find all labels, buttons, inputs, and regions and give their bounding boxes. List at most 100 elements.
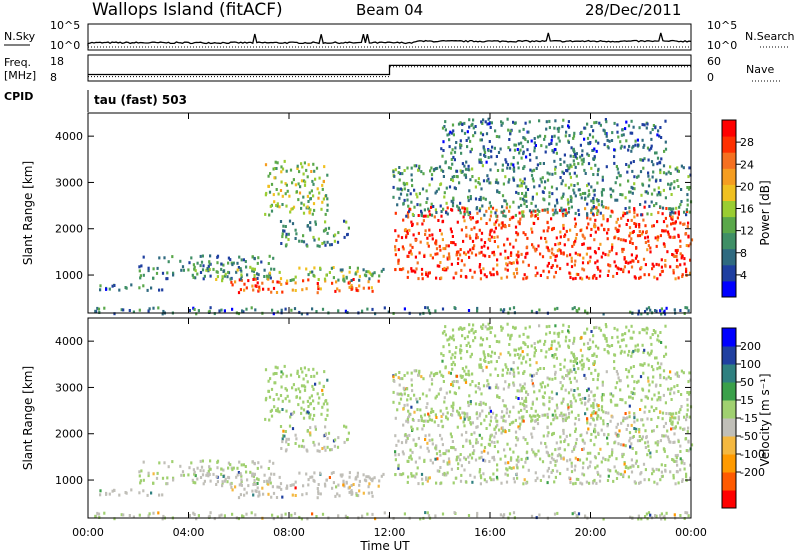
scatter-cell [572,188,575,192]
scatter-cell [631,191,634,195]
scatter-cell [207,474,210,478]
scatter-cell [597,404,600,408]
scatter-cell [490,149,493,153]
scatter-cell [315,166,319,170]
scatter-cell [556,469,559,473]
scatter-cell [194,481,197,485]
scatter-cell [327,431,331,435]
scatter-cell [378,479,381,483]
scatter-cell [678,205,681,209]
scatter-cell [283,229,286,233]
scatter-cell [422,219,425,223]
scatter-cell [664,259,667,262]
scatter-cell [587,359,590,362]
scatter-cell [208,465,211,469]
scatter-cell [489,331,492,334]
scatter-cell [552,431,555,435]
scatter-cell [142,489,145,493]
scatter-cell [629,310,632,314]
scatter-cell [646,351,650,355]
scatter-cell [188,309,191,312]
scatter-cell [574,222,577,226]
scatter-cell [501,224,504,228]
scatter-cell [581,472,584,476]
scatter-cell [469,197,472,201]
scatter-cell [374,312,377,316]
scatter-cell [512,420,515,424]
scatter-cell [676,470,679,474]
scatter-cell [633,209,636,212]
scatter-cell [467,341,470,345]
scatter-cell [524,191,528,195]
scatter-cell [666,250,669,254]
scatter-cell [445,244,448,248]
scatter-cell [240,480,243,484]
scatter-cell [619,443,623,447]
scatter-cell [560,456,563,460]
scatter-cell [430,202,433,206]
scatter-cell [647,273,651,277]
scatter-cell [197,514,200,518]
scatter-cell [152,306,155,310]
scatter-cell [602,419,605,423]
x-tick-label: 00:00 [72,526,104,539]
beam-title: Beam 04 [356,1,423,19]
scatter-cell [553,211,556,215]
scatter-cell [394,416,397,420]
scatter-cell [553,364,556,368]
scatter-cell [686,193,689,197]
scatter-cell [451,380,454,384]
scatter-cell [672,416,675,420]
scatter-cell [546,264,549,268]
scatter-cell [584,377,587,380]
scatter-cell [556,249,559,253]
scatter-cell [669,417,672,421]
scatter-cell [524,194,527,198]
scatter-cell [406,398,409,402]
scatter-cell [103,306,106,310]
scatter-cell [554,409,557,413]
scatter-cell [459,374,462,378]
colorbar-segment [722,152,736,169]
scatter-cell [455,346,458,349]
scatter-cell [497,245,500,249]
scatter-cell [647,174,650,178]
scatter-cell [517,347,520,351]
scatter-cell [410,220,413,224]
scatter-cell [561,170,564,174]
scatter-cell [685,210,689,213]
scatter-cell [294,442,297,445]
scatter-cell [480,455,483,459]
scatter-cell [663,312,667,316]
scatter-cell [531,169,534,173]
scatter-cell [455,250,459,254]
scatter-cell [523,341,526,345]
scatter-cell [523,273,526,277]
scatter-cell [500,328,503,332]
scatter-cell [181,470,185,474]
scatter-cell [568,206,571,210]
scatter-cell [592,201,595,205]
scatter-cell [622,133,625,137]
scatter-cell [612,479,615,483]
scatter-cell [398,371,401,374]
scatter-cell [463,210,466,214]
scatter-cell [473,270,476,274]
scatter-cell [476,235,479,239]
scatter-cell [446,462,449,466]
scatter-cell [593,238,596,242]
scatter-cell [589,346,592,349]
scatter-cell [231,468,234,472]
scatter-cell [282,229,285,233]
scatter-cell [508,307,512,311]
scatter-cell [489,373,492,377]
scatter-cell [502,419,505,423]
scatter-cell [459,211,462,215]
scatter-cell [215,475,218,479]
scatter-cell [426,446,429,450]
scatter-cell [278,280,281,284]
scatter-cell [523,202,526,206]
scatter-cell [456,425,459,429]
colorbar-tick-label: 20 [740,180,754,193]
scatter-cell [612,274,615,278]
